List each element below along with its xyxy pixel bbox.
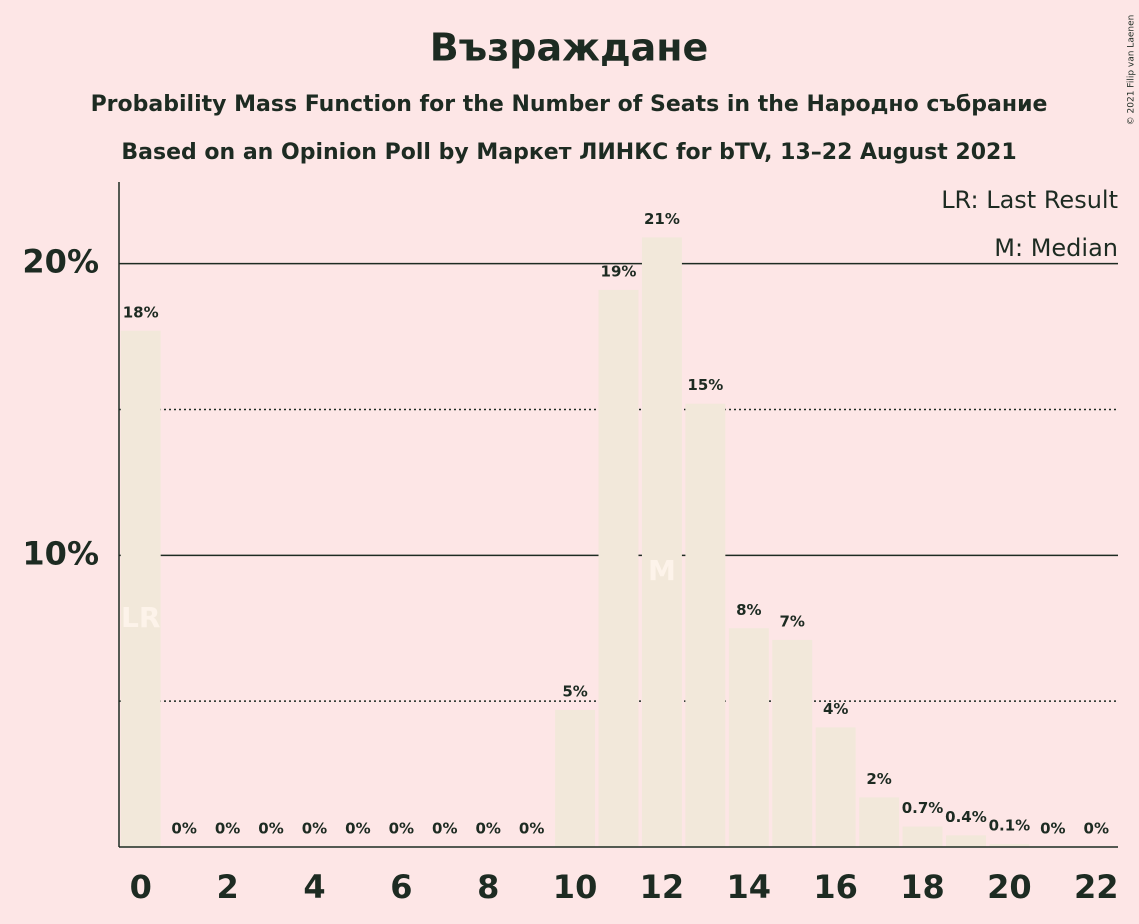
value-label: 0%: [519, 820, 544, 838]
value-label: 8%: [736, 601, 761, 619]
legend-entry: M: Median: [994, 234, 1118, 262]
legend-entry: LR: Last Result: [941, 186, 1118, 214]
chart-subtitle: Probability Mass Function for the Number…: [91, 92, 1048, 117]
y-tick-label: 10%: [22, 534, 99, 572]
value-label: 0%: [302, 820, 327, 838]
y-tick-label: 20%: [22, 243, 99, 281]
value-label: 0%: [171, 820, 196, 838]
chart-title: Възраждане: [430, 26, 709, 70]
bar: [989, 844, 1030, 847]
bar: [641, 237, 682, 847]
value-label: 0%: [215, 820, 240, 838]
x-tick-label: 2: [216, 868, 238, 906]
x-tick-label: 14: [727, 868, 772, 906]
value-label: 0%: [258, 820, 283, 838]
value-label: 18%: [123, 303, 159, 321]
value-label: 19%: [601, 262, 637, 280]
bar: [120, 330, 161, 847]
value-label: 0.1%: [989, 817, 1031, 835]
bar: [555, 709, 596, 847]
value-label: 0.4%: [945, 808, 987, 826]
value-label: 15%: [687, 376, 723, 394]
value-label: 0%: [1040, 820, 1065, 838]
bar: [902, 826, 943, 847]
x-tick-label: 22: [1074, 868, 1119, 906]
value-label: 5%: [562, 682, 587, 700]
bar: [815, 727, 856, 847]
value-label: 0%: [432, 820, 457, 838]
value-label: 0%: [475, 820, 500, 838]
x-tick-label: 8: [477, 868, 499, 906]
value-label: 0%: [345, 820, 370, 838]
bar: [859, 797, 900, 847]
x-tick-label: 10: [553, 868, 598, 906]
x-tick-label: 6: [390, 868, 412, 906]
bar: [728, 628, 769, 847]
bar: [772, 639, 813, 847]
chart-subtitle: Based on an Opinion Poll by Маркет ЛИНКС…: [121, 140, 1016, 165]
x-tick-label: 12: [640, 868, 685, 906]
value-label: 21%: [644, 210, 680, 228]
value-label: 0%: [389, 820, 414, 838]
x-tick-label: 4: [303, 868, 325, 906]
annotation: LR: [121, 601, 160, 634]
x-tick-label: 20: [987, 868, 1032, 906]
bar: [945, 835, 986, 847]
annotation: M: [648, 554, 676, 587]
value-label: 2%: [866, 770, 891, 788]
x-tick-label: 0: [130, 868, 152, 906]
value-label: 0%: [1084, 820, 1109, 838]
value-label: 0.7%: [902, 799, 944, 817]
bar: [685, 403, 726, 847]
bar: [598, 289, 639, 848]
value-label: 4%: [823, 700, 848, 718]
x-tick-label: 16: [813, 868, 858, 906]
value-label: 7%: [780, 612, 805, 630]
x-tick-label: 18: [900, 868, 945, 906]
copyright: © 2021 Filip van Laenen: [1127, 15, 1137, 126]
